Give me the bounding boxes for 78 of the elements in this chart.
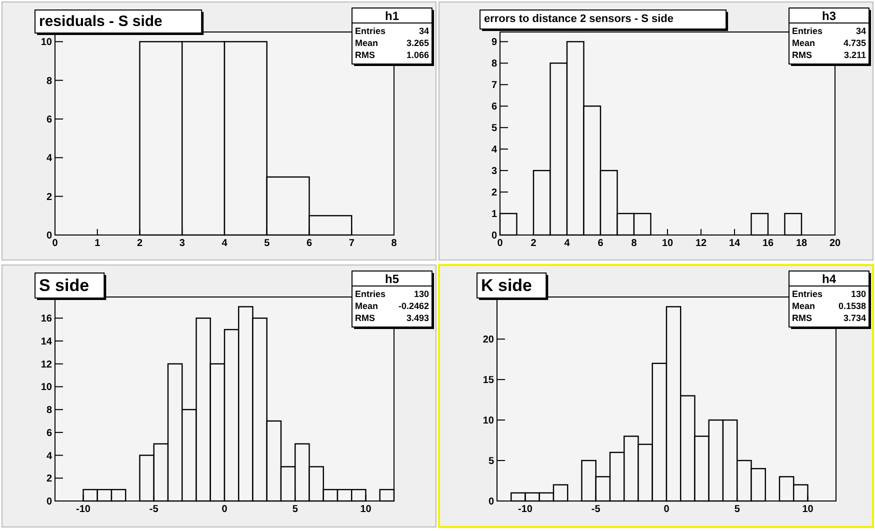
y-tick-label: 7 <box>491 80 498 92</box>
y-tick-label: 0 <box>491 230 498 242</box>
x-tick-label: -10 <box>518 504 533 515</box>
text: RMS 3.493 <box>355 313 429 323</box>
y-tick-label: 15 <box>482 375 494 386</box>
x-tick-label: -5 <box>591 504 601 515</box>
x-tick-label: 14 <box>728 238 740 249</box>
x-tick-label: 0 <box>222 504 228 515</box>
text: RMS 1.066 <box>355 50 429 60</box>
x-tick-label: 5 <box>292 504 298 515</box>
y-tick-label: 8 <box>46 76 52 87</box>
y-tick-label: 4 <box>46 450 52 462</box>
x-tick-label: 10 <box>662 238 674 249</box>
y-tick-label: 0 <box>46 230 52 242</box>
y-tick-label: 10 <box>40 37 52 48</box>
text: Entries 34 <box>792 26 866 36</box>
x-tick-label: 7 <box>348 238 355 249</box>
y-tick-label: 6 <box>491 102 498 113</box>
y-tick-label: 8 <box>46 405 52 416</box>
x-tick-label: 1 <box>94 238 101 249</box>
x-tick-label: 16 <box>762 238 774 249</box>
x-tick-label: 0 <box>664 504 670 515</box>
x-tick-label: 6 <box>306 238 312 249</box>
text: h5 <box>384 272 400 286</box>
text: h3 <box>822 9 836 23</box>
x-tick-label: 10 <box>802 504 814 515</box>
y-tick-label: 2 <box>46 474 52 485</box>
chart-title: K side <box>481 276 532 295</box>
x-tick-label: 20 <box>829 238 841 249</box>
x-tick-label: -5 <box>149 504 159 515</box>
text: Mean 3.265 <box>355 38 429 48</box>
y-tick-label: 1 <box>491 209 498 220</box>
chart-title: S side <box>39 276 90 295</box>
text: Entries 34 <box>355 26 429 36</box>
y-tick-label: 5 <box>491 123 498 134</box>
y-tick-label: 4 <box>46 153 52 164</box>
y-tick-label: 20 <box>482 334 494 346</box>
y-tick-label: 5 <box>488 456 494 468</box>
x-tick-label: 2 <box>530 238 537 249</box>
text: Entries 130 <box>792 289 866 299</box>
x-tick-label: 18 <box>796 238 808 249</box>
y-tick-label: 6 <box>46 114 52 126</box>
x-tick-label: 2 <box>136 238 143 249</box>
x-tick-label: 8 <box>391 238 398 249</box>
y-tick-label: 2 <box>46 192 52 203</box>
x-tick-label: 5 <box>264 238 270 249</box>
y-tick-label: 8 <box>491 58 498 70</box>
chart-title: errors to distance 2 sensors - S side <box>484 13 674 25</box>
y-tick-label: 14 <box>40 336 52 348</box>
x-tick-label: 3 <box>179 238 186 249</box>
text: Mean -0.2462 <box>355 301 429 311</box>
text: h4 <box>822 272 836 286</box>
x-tick-label: 6 <box>598 238 604 249</box>
y-tick-label: 3 <box>491 166 498 178</box>
x-tick-label: 4 <box>564 238 570 249</box>
y-tick-label: 10 <box>482 416 494 427</box>
x-tick-label: 12 <box>695 238 707 249</box>
y-tick-label: 0 <box>488 496 494 508</box>
text: Mean 4.735 <box>792 38 866 48</box>
y-tick-label: 12 <box>40 359 52 370</box>
text: Entries 130 <box>355 289 429 299</box>
y-tick-label: 9 <box>491 37 498 48</box>
x-tick-label: 4 <box>222 238 228 249</box>
y-tick-label: 4 <box>491 144 498 156</box>
y-tick-label: 2 <box>491 188 498 199</box>
text: h1 <box>384 9 400 23</box>
x-tick-label: 8 <box>631 238 638 249</box>
text: RMS 3.211 <box>792 50 866 60</box>
text: Mean 0.1538 <box>792 301 866 311</box>
chart-title: residuals - S side <box>39 13 162 30</box>
x-tick-label: -10 <box>76 504 91 515</box>
y-tick-label: 10 <box>40 382 52 394</box>
x-tick-label: 5 <box>734 504 740 515</box>
y-tick-label: 16 <box>40 314 52 325</box>
y-tick-label: 0 <box>46 496 52 508</box>
text: RMS 3.734 <box>792 313 866 323</box>
y-tick-label: 6 <box>46 428 52 439</box>
x-tick-label: 10 <box>360 504 372 515</box>
